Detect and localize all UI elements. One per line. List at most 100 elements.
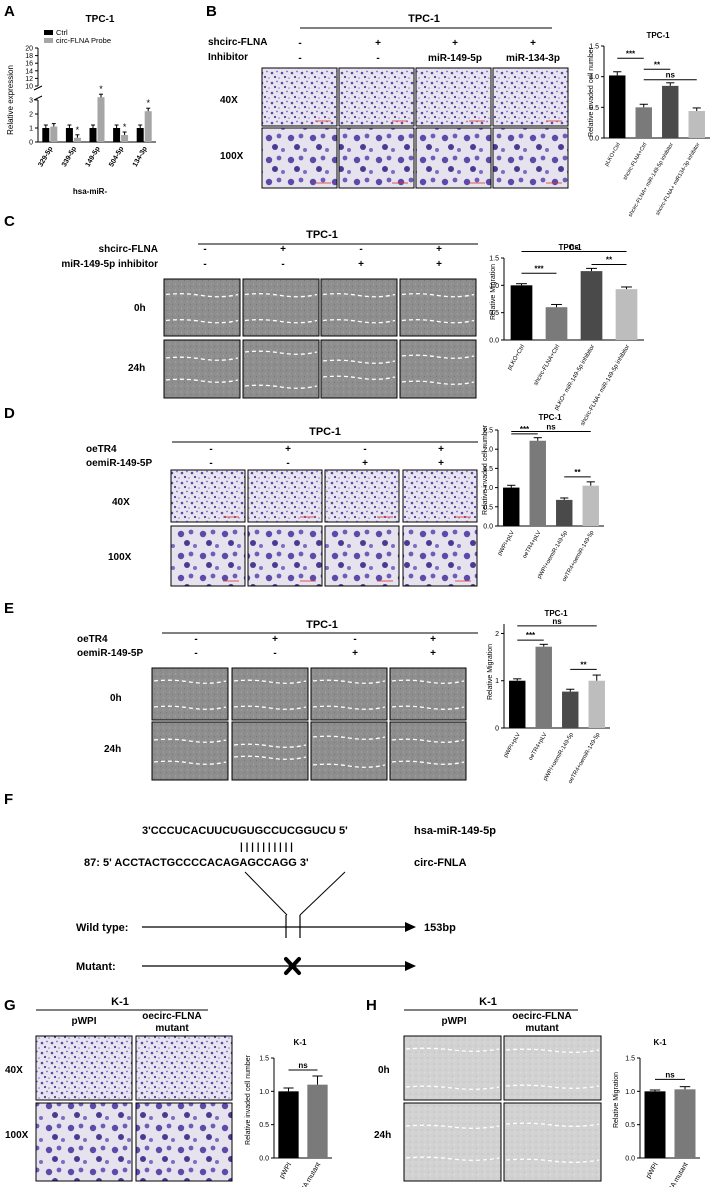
panel-d-mag-100x: 100X bbox=[108, 552, 132, 563]
panel-letter-d: D bbox=[4, 405, 15, 422]
y-tick-label: 2 bbox=[29, 112, 33, 119]
y-tick-label: 0.0 bbox=[259, 1156, 269, 1163]
panel-letter-a: A bbox=[4, 3, 15, 20]
panel-g-col-label-2a: oecirc-FLNA bbox=[142, 1011, 201, 1022]
y-tick-label: 0.0 bbox=[589, 136, 599, 143]
wound-image bbox=[310, 721, 388, 781]
micrograph bbox=[247, 469, 323, 523]
condition-value: + bbox=[352, 648, 358, 659]
micrograph bbox=[261, 127, 338, 189]
micrograph bbox=[415, 127, 492, 189]
significance-star: * bbox=[146, 98, 150, 108]
wound-image bbox=[403, 1035, 502, 1101]
wound-edge-bottom bbox=[405, 1085, 500, 1090]
bar bbox=[510, 285, 533, 340]
wound-image bbox=[503, 1102, 602, 1182]
axis-break-mark bbox=[33, 85, 43, 91]
y-tick-label: 18 bbox=[25, 53, 33, 60]
panel-g-ylabel: Relative invaded cell number bbox=[245, 1054, 252, 1145]
wound-edge-bottom bbox=[405, 1156, 500, 1161]
y-tick-label: 0.5 bbox=[625, 1122, 635, 1129]
panel-h-ylabel: Relative Migration bbox=[613, 1072, 620, 1128]
wound-edge-bottom bbox=[391, 705, 465, 710]
wound-image bbox=[163, 339, 241, 399]
panel-g-title: K-1 bbox=[111, 996, 129, 1008]
micrograph bbox=[324, 469, 400, 523]
y-tick-label: 0.0 bbox=[483, 524, 493, 531]
wound-edge-bottom bbox=[244, 384, 318, 389]
wound-edge-bottom bbox=[391, 760, 465, 765]
wound-image bbox=[151, 721, 229, 781]
panel-d-chart-title: TPC-1 bbox=[538, 413, 562, 422]
condition-value: - bbox=[376, 53, 379, 64]
condition-value: - bbox=[194, 634, 197, 645]
wound-edge-top bbox=[153, 738, 227, 743]
panel-d-chart: 0.0 0.5 1.0 1.5 2.0 2.5 pWPI+pLV oeTR4+pLVpWPI+… bbox=[483, 423, 604, 583]
panel-d-row-label-1: oeTR4 bbox=[86, 444, 117, 455]
wound-edge-top bbox=[391, 679, 465, 684]
wound-edge-top bbox=[405, 1047, 500, 1052]
panel-c-time-0h: 0h bbox=[134, 303, 146, 314]
micrograph-g-100x-mutant bbox=[135, 1102, 233, 1182]
panel-h-chart: 0.00.51.01.5pWPIoecirc-FLNA mutantns bbox=[625, 1056, 700, 1187]
micrograph-g-40x-pwpi bbox=[35, 1035, 133, 1101]
wound-edge-top bbox=[165, 293, 239, 298]
y-tick-label: 2.0 bbox=[483, 447, 493, 454]
bar bbox=[278, 1091, 299, 1158]
panel-c-wound-images bbox=[163, 278, 477, 399]
y-tick-label: 0 bbox=[29, 140, 33, 147]
panel-a-title: TPC-1 bbox=[86, 14, 115, 25]
x-tick-label: shcirc-FLNA+Ctrl bbox=[622, 142, 648, 181]
y-tick-label: 0.5 bbox=[483, 504, 493, 511]
x-tick-label: pLKO+ miR-149-5p inhibitor bbox=[554, 344, 596, 412]
bar bbox=[609, 75, 626, 138]
condition-value: miR-134-3p bbox=[506, 53, 560, 64]
panel-b-micrographs bbox=[261, 67, 569, 189]
bar bbox=[509, 680, 526, 728]
wound-image bbox=[403, 1102, 502, 1182]
wound-edge-top bbox=[165, 356, 239, 361]
panel-b-mag-100x: 100X bbox=[220, 151, 244, 162]
y-tick-label: 1.0 bbox=[625, 1089, 635, 1096]
micrograph bbox=[415, 67, 492, 127]
condition-value: - bbox=[194, 648, 197, 659]
x-tick-label: oeTR4+pLV bbox=[522, 530, 543, 560]
bar bbox=[674, 1089, 696, 1158]
wound-image bbox=[399, 339, 477, 399]
y-tick-label: 1.0 bbox=[489, 283, 499, 290]
y-tick-label: 12 bbox=[25, 76, 33, 83]
condition-value: + bbox=[438, 458, 444, 469]
condition-value: - bbox=[281, 259, 284, 270]
wound-edge-bottom bbox=[233, 705, 307, 710]
wound-edge-bottom bbox=[165, 319, 239, 324]
bar bbox=[545, 307, 568, 340]
wound-edge-top bbox=[244, 350, 318, 355]
panel-h-title: K-1 bbox=[479, 996, 497, 1008]
bar bbox=[97, 97, 105, 142]
y-tick-label: 0 bbox=[495, 726, 499, 733]
panel-g-chart-title: K-1 bbox=[294, 1038, 307, 1047]
bar bbox=[529, 440, 546, 526]
y-tick-label: 0.5 bbox=[589, 105, 599, 112]
micrograph bbox=[247, 525, 323, 587]
wild-type-arrowhead bbox=[405, 922, 416, 932]
micrograph bbox=[338, 67, 415, 127]
y-tick-label: 16 bbox=[25, 61, 33, 68]
panel-d-micrographs bbox=[170, 469, 478, 587]
mutant-label: Mutant: bbox=[76, 961, 116, 973]
significance-star: * bbox=[123, 122, 127, 132]
panel-b-mag-40x: 40X bbox=[220, 95, 238, 106]
panel-letter-b: B bbox=[206, 3, 217, 20]
bar bbox=[662, 85, 679, 138]
base-pairing-marks: | | | | | | | | | | bbox=[240, 842, 293, 853]
condition-value: - bbox=[273, 648, 276, 659]
bar bbox=[535, 646, 552, 728]
condition-value: + bbox=[272, 634, 278, 645]
micrograph bbox=[170, 525, 246, 587]
panel-h-wound-images bbox=[403, 1035, 602, 1182]
condition-value: + bbox=[280, 244, 286, 255]
x-tick-label: pWPI bbox=[645, 1161, 660, 1179]
panel-d-condition-values: - + - + - - + + bbox=[209, 444, 444, 469]
panel-b: TPC-1 shcirc-FLNA Inhibitor - + + + - - miR-14… bbox=[208, 13, 710, 218]
